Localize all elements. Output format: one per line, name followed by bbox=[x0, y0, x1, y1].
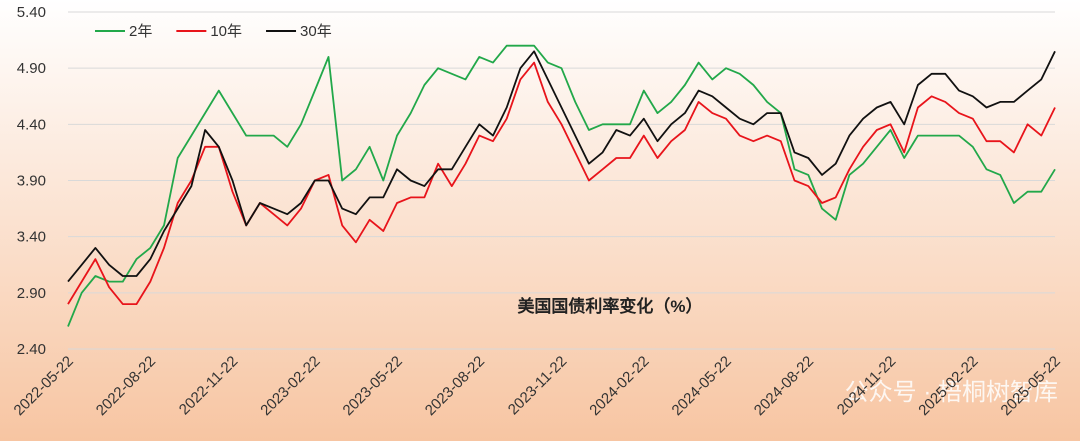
y-tick-label: 2.40 bbox=[17, 341, 46, 358]
series-line bbox=[67, 50, 1056, 283]
y-tick-label: 5.40 bbox=[17, 4, 46, 21]
y-tick-label: 3.90 bbox=[17, 173, 46, 190]
y-tick-label: 2.90 bbox=[17, 285, 46, 302]
series-line bbox=[67, 61, 1056, 305]
y-tick-label: 3.40 bbox=[17, 229, 46, 246]
legend-label: 10年 bbox=[210, 23, 242, 40]
legend-label: 30年 bbox=[300, 23, 332, 40]
series-line bbox=[67, 44, 1056, 327]
y-tick-label: 4.90 bbox=[17, 60, 46, 77]
chart-title: 美国国债利率变化（%） bbox=[517, 296, 702, 316]
watermark: 公众号 · 梧桐树智库 bbox=[845, 379, 1058, 406]
y-tick-label: 4.40 bbox=[17, 116, 46, 133]
legend-label: 2年 bbox=[129, 23, 152, 40]
